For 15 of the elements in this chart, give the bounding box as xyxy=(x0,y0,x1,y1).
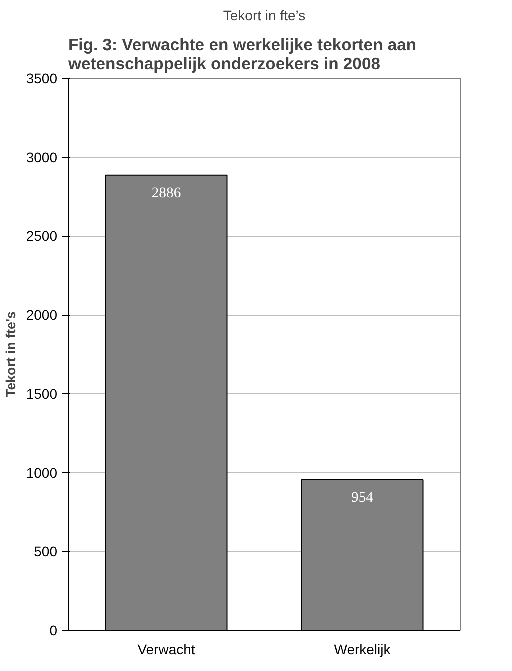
data-label: 954 xyxy=(352,490,374,506)
y-tick-label: 3500 xyxy=(26,70,58,86)
y-tick-label: 0 xyxy=(50,622,58,638)
chart-title: Fig. 3: Verwachte en werkelijke tekorten aan wetenschappelijk onderzoekers in 2008 xyxy=(68,36,417,74)
x-tick-label: Werkelijk xyxy=(334,642,392,658)
y-tick-label: 1500 xyxy=(26,386,58,402)
y-tick-label: 2500 xyxy=(26,228,58,244)
y-tick-label: 1000 xyxy=(26,464,58,481)
y-axis-title: Tekort in fte's xyxy=(3,312,18,398)
data-label: 2886 xyxy=(152,185,182,202)
chart-subtitle: Tekort in fte’s xyxy=(223,8,306,24)
y-tick-label: 500 xyxy=(34,544,58,560)
y-tick-label: 3000 xyxy=(26,149,58,166)
y-tick-label: 2000 xyxy=(26,307,58,324)
x-tick-label: Verwacht xyxy=(138,642,196,658)
